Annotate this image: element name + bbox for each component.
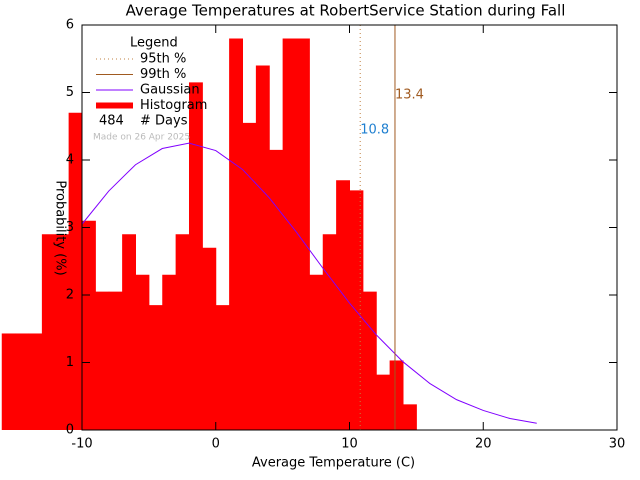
y-tick-label: 6 bbox=[66, 18, 74, 33]
y-tick-label: 5 bbox=[66, 85, 74, 100]
histogram-bar bbox=[202, 247, 217, 430]
histogram-bar bbox=[255, 65, 270, 430]
y-tick-label: 2 bbox=[66, 288, 74, 303]
histogram-bar bbox=[322, 234, 337, 430]
legend-title: Legend bbox=[130, 36, 178, 51]
histogram-bar bbox=[148, 305, 163, 430]
legend-label: 95th % bbox=[140, 52, 186, 67]
histogram-bar bbox=[215, 305, 230, 430]
histogram-bar bbox=[242, 122, 257, 430]
gaussian-curve bbox=[81, 142, 537, 424]
x-axis-label: Average Temperature (C) bbox=[252, 456, 415, 471]
histogram-bar bbox=[389, 360, 404, 430]
histogram-bar bbox=[15, 333, 29, 430]
legend-label: Histogram bbox=[140, 98, 207, 113]
histogram-bar bbox=[41, 234, 56, 430]
histogram-bar bbox=[175, 234, 190, 430]
x-tick-label: -10 bbox=[71, 437, 92, 452]
histogram-bar bbox=[349, 190, 364, 430]
histogram-bar bbox=[82, 220, 96, 430]
histogram-bar bbox=[1, 333, 16, 430]
histogram-bar bbox=[122, 234, 136, 430]
y-tick-label: 1 bbox=[66, 355, 74, 370]
histogram-bar bbox=[189, 82, 203, 430]
days-count: 484 bbox=[99, 114, 124, 129]
histogram-bar bbox=[135, 274, 150, 430]
histogram-bar bbox=[403, 404, 417, 430]
histogram-bar bbox=[162, 274, 177, 430]
histogram-bar bbox=[108, 291, 123, 430]
y-tick-label: 3 bbox=[66, 220, 74, 235]
chart-title: Average Temperatures at RobertService St… bbox=[126, 2, 566, 20]
y-tick-label: 4 bbox=[66, 153, 74, 168]
histogram-bar bbox=[55, 234, 70, 430]
histogram-bar bbox=[376, 374, 391, 430]
percentile-label: 10.8 bbox=[360, 123, 389, 138]
made-on-note: Made on 26 Apr 2025 bbox=[93, 133, 190, 143]
x-tick-label: 0 bbox=[212, 437, 220, 452]
histogram-bar bbox=[229, 38, 243, 430]
histogram-bar bbox=[269, 149, 284, 430]
days-label: # Days bbox=[140, 114, 188, 129]
histogram-bar bbox=[95, 291, 110, 430]
x-tick-label: 30 bbox=[609, 437, 626, 452]
histogram-bar bbox=[28, 333, 43, 430]
x-tick-label: 10 bbox=[341, 437, 358, 452]
legend-label: 99th % bbox=[140, 67, 186, 82]
histogram-bar bbox=[309, 274, 324, 430]
x-tick-label: 20 bbox=[475, 437, 492, 452]
percentile-label: 13.4 bbox=[395, 88, 424, 103]
legend-label: Gaussian bbox=[140, 83, 200, 98]
histogram-bar bbox=[282, 38, 297, 430]
histogram-bar bbox=[296, 38, 310, 430]
y-tick-label: 0 bbox=[66, 423, 74, 438]
histogram-bar bbox=[336, 180, 350, 430]
histogram-bar bbox=[362, 291, 377, 430]
histogram-bar bbox=[68, 112, 83, 430]
y-axis-label: Probability (%) bbox=[53, 180, 68, 275]
